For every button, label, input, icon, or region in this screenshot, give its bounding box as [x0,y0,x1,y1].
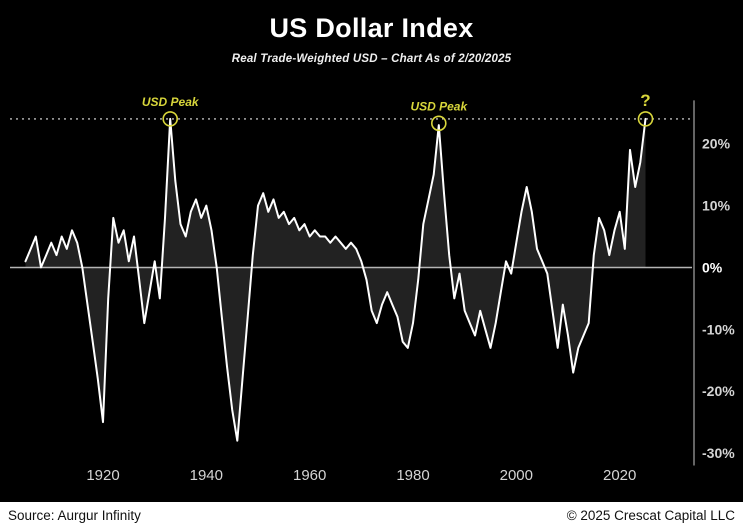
copyright-label: © 2025 Crescat Capital LLC [566,508,735,523]
usd-index-line-chart: 1920 1940 1960 1980 2000 2020 20% 10% 0% -10% -20%… [10,91,735,484]
peak-circle [637,111,654,127]
chart-header: US Dollar Index Real Trade-Weighted USD … [0,0,743,88]
x-tick-label: 1920 [86,467,119,484]
area-fill [25,118,646,441]
annotation-label: ? [640,91,650,110]
y-tick-label: -10% [702,321,735,337]
chart-subtitle: Real Trade-Weighted USD – Chart As of 2/… [231,53,512,65]
y-tick-label: 20% [702,136,731,152]
x-tick-label: 1940 [190,467,223,484]
y-tick-label: 0% [702,259,723,275]
annotation-label: USD Peak [142,95,200,109]
annotation-label: USD Peak [410,99,468,113]
y-tick-label: 10% [702,198,731,214]
footer: Source: Aurgur Infinity © 2025 Crescat C… [0,502,743,529]
x-tick-label: 2000 [500,467,533,484]
x-tick-label: 2020 [603,467,636,484]
chart-title: US Dollar Index [269,13,474,43]
x-tick-label: 1980 [396,467,429,484]
x-tick-label: 1960 [293,467,326,484]
usd-index-line [24,117,647,442]
y-tick-label: -30% [702,445,735,461]
y-tick-label: -20% [702,383,735,399]
peak-circle [430,115,447,132]
source-label: Source: Aurgur Infinity [8,508,141,523]
peak-circle [162,111,178,127]
chart-area: 1920 1940 1960 1980 2000 2020 20% 10% 0% -10% -20%… [0,88,743,502]
